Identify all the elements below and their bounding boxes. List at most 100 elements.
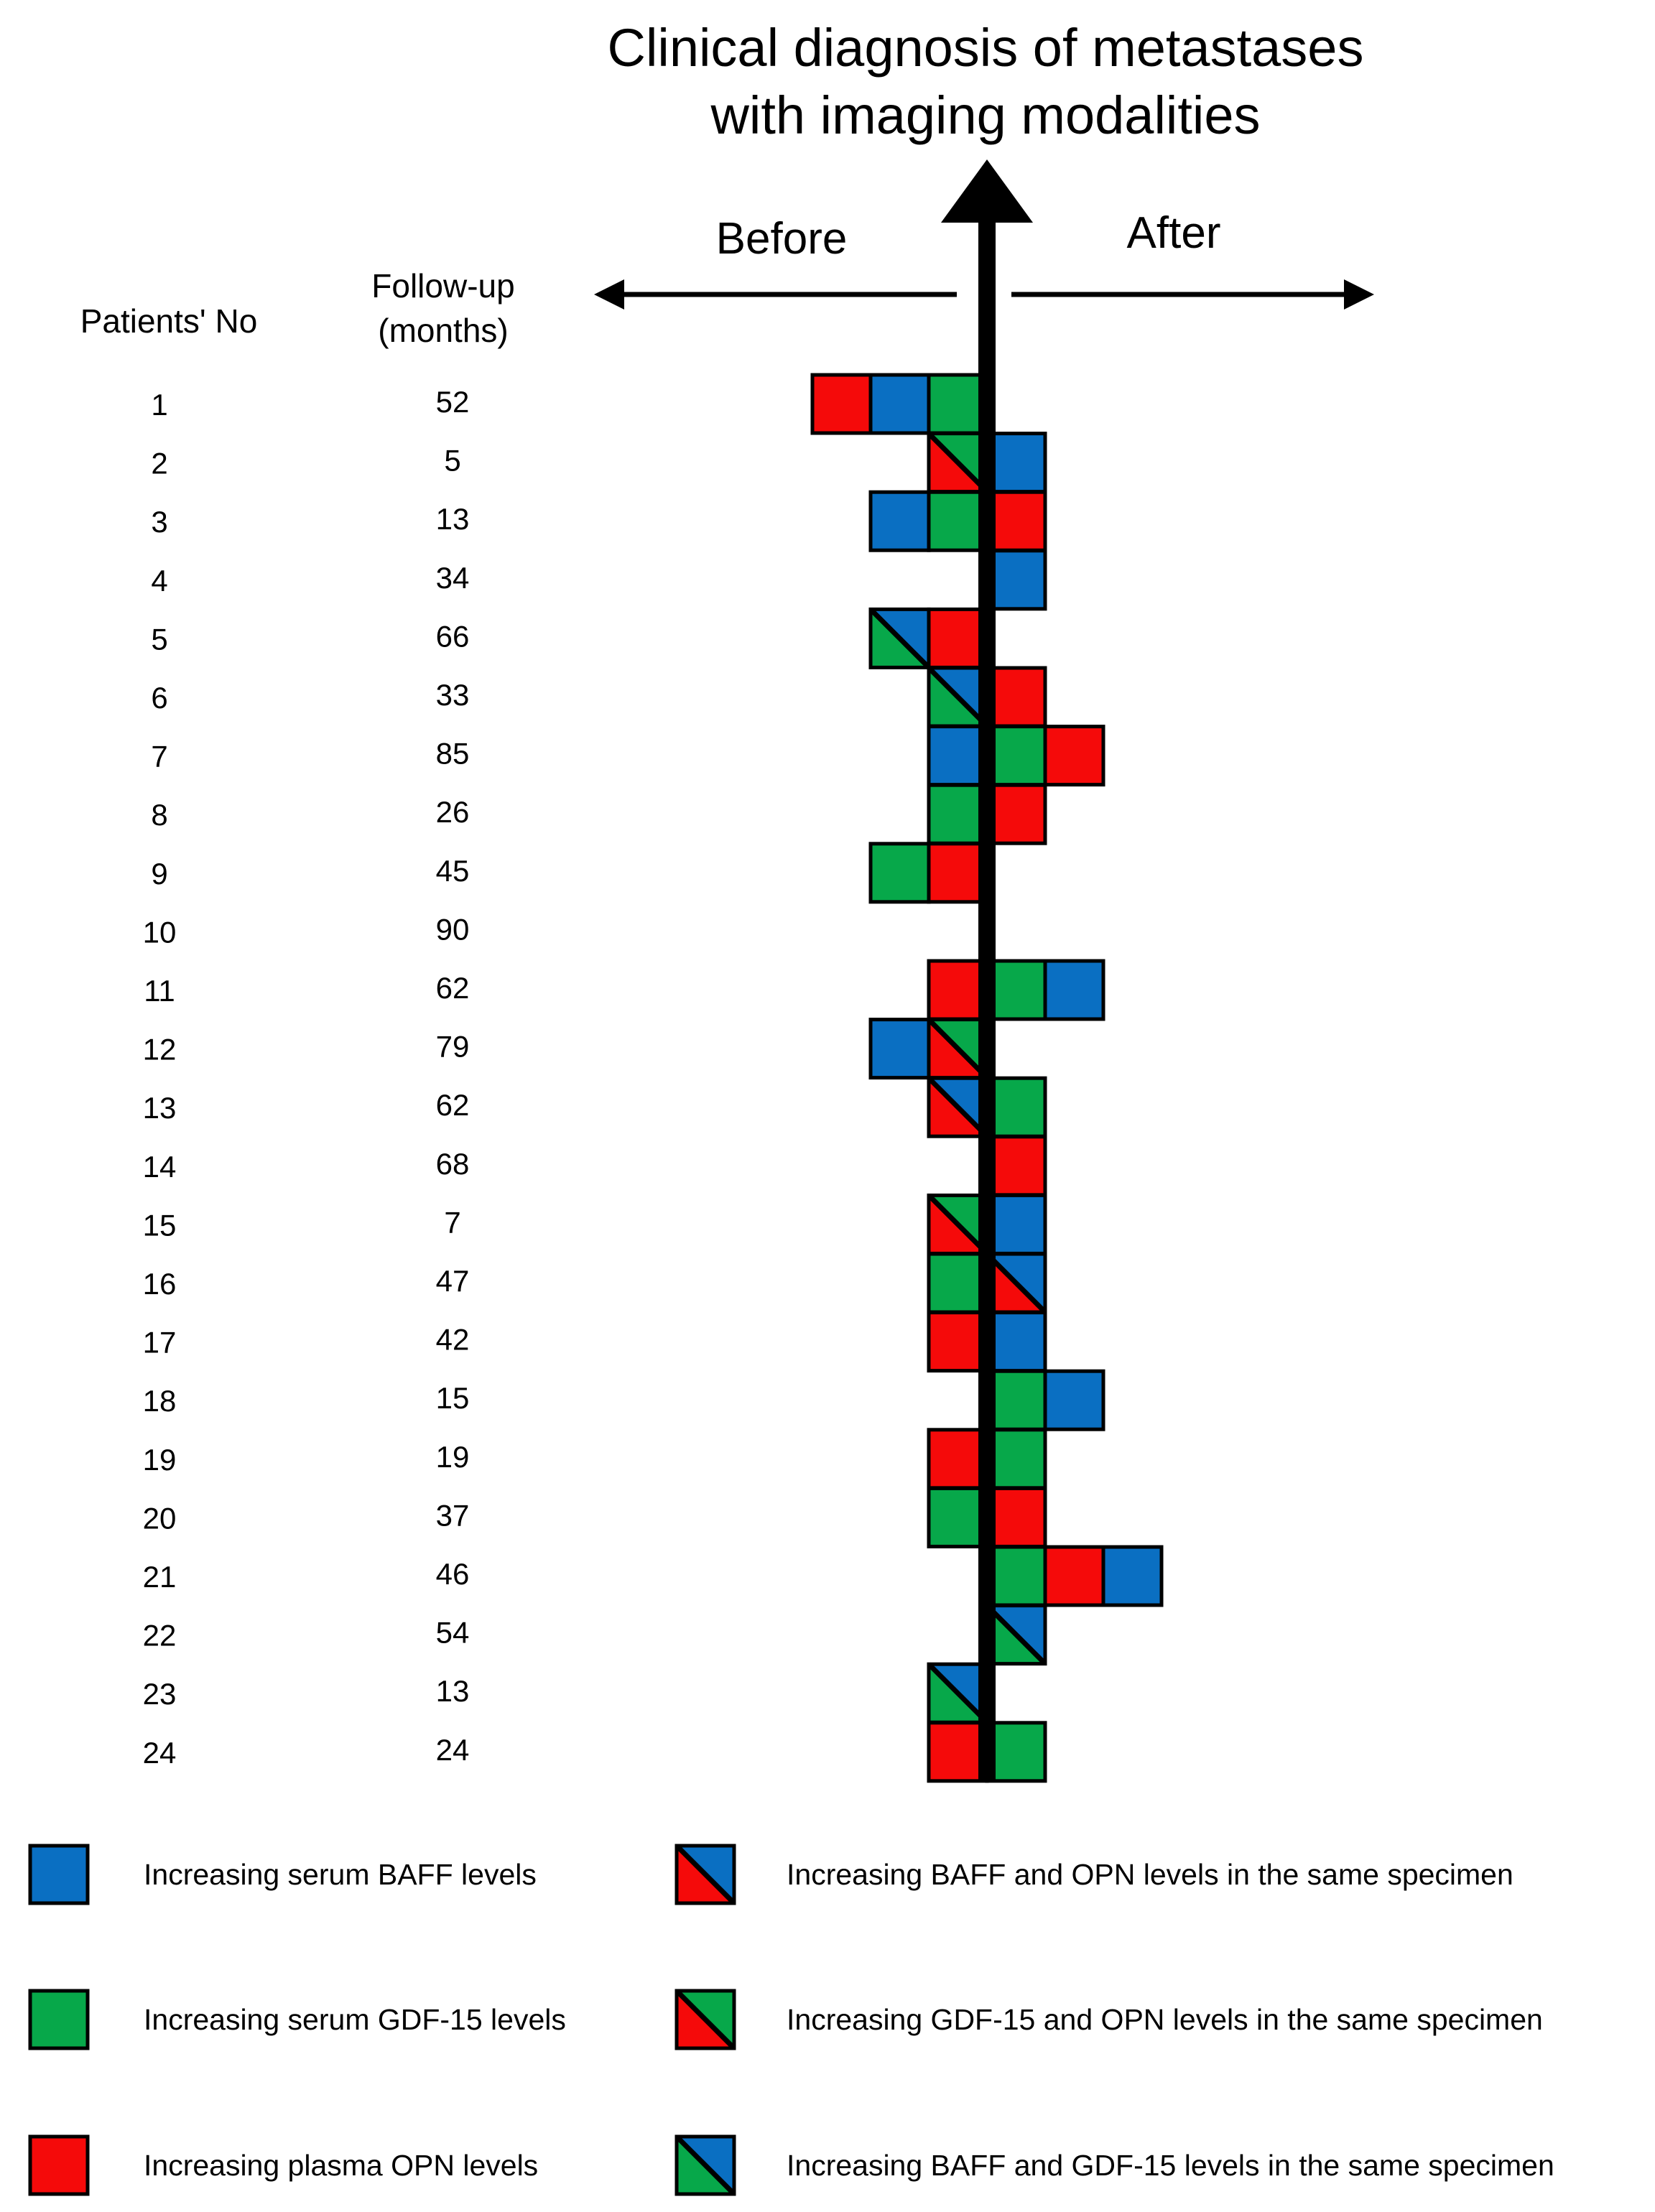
patient-1-markers xyxy=(810,373,989,435)
followup-months: 5 xyxy=(444,444,460,478)
before-marker-gdf15 xyxy=(927,373,989,435)
before-marker-baff-gdf15 xyxy=(927,1662,989,1724)
legend-item: Increasing serum BAFF levels xyxy=(28,1844,537,1905)
patient-number: 11 xyxy=(144,974,175,1008)
legend-label: Increasing serum GDF-15 levels xyxy=(144,2003,566,2036)
before-marker-gdf15-opn xyxy=(927,1193,989,1255)
after-marker-gdf15-fill xyxy=(985,725,1047,787)
legend-swatch-baff-opn xyxy=(674,1844,736,1905)
before-marker-baff xyxy=(868,1018,931,1080)
patient-11-markers xyxy=(927,959,1105,1021)
legend-label: Increasing BAFF and OPN levels in the sa… xyxy=(787,1858,1513,1891)
patient-number: 8 xyxy=(151,798,167,832)
patient-row: 23 13 xyxy=(143,1674,470,1711)
before-marker-baff-gdf15-diagonal xyxy=(927,1662,989,1724)
before-marker-opn-fill xyxy=(927,1721,989,1783)
patient-22-markers xyxy=(985,1604,1047,1666)
before-marker-gdf15 xyxy=(868,842,931,904)
before-marker-baff-fill xyxy=(927,725,989,787)
before-marker-opn-fill xyxy=(927,607,989,669)
before-marker-opn-fill xyxy=(927,1311,989,1373)
diagnosis-axis-arrowhead xyxy=(941,159,1033,223)
patient-row: 5 66 xyxy=(151,619,469,656)
after-marker-opn xyxy=(985,1135,1047,1197)
patient-24-markers xyxy=(927,1721,1047,1783)
legend: Increasing serum BAFF levels Increasing s… xyxy=(28,1844,1554,2196)
marker-cells xyxy=(810,373,1164,1783)
after-marker-baff xyxy=(985,1311,1047,1373)
after-marker-gdf15-fill xyxy=(985,1369,1047,1431)
after-marker-opn-fill xyxy=(985,783,1047,845)
followup-months: 66 xyxy=(436,619,470,653)
after-marker-opn xyxy=(1043,725,1105,787)
patient-5-markers xyxy=(868,607,989,669)
title-line-1: Clinical diagnosis of metastases xyxy=(608,18,1364,78)
followup-months: 33 xyxy=(436,678,470,712)
before-marker-opn xyxy=(927,842,989,904)
diagnosis-axis-line xyxy=(978,215,996,1781)
followup-months: 47 xyxy=(436,1264,470,1298)
before-marker-gdf15-opn xyxy=(927,432,989,494)
title: Clinical diagnosis of metastases with im… xyxy=(608,18,1364,145)
before-marker-baff-gdf15 xyxy=(927,666,989,728)
legend-swatch-gdf15-opn-border xyxy=(674,1989,736,2050)
after-marker-opn-fill xyxy=(985,1135,1047,1197)
followup-months: 13 xyxy=(436,502,470,536)
followup-months: 13 xyxy=(436,1674,470,1708)
after-marker-baff-fill xyxy=(985,549,1047,611)
patient-row: 6 33 xyxy=(151,678,469,715)
after-marker-baff-gdf15 xyxy=(985,1604,1047,1666)
patient-row: 22 54 xyxy=(143,1616,470,1653)
before-marker-opn-fill xyxy=(927,1428,989,1490)
before-marker-baff-fill xyxy=(868,490,931,552)
followup-header-line-2: (months) xyxy=(378,312,508,349)
patient-row: 14 68 xyxy=(143,1147,470,1184)
before-marker-gdf15-fill xyxy=(927,490,989,552)
followup-months: 62 xyxy=(436,1088,470,1122)
before-marker-gdf15-opn-diagonal xyxy=(927,1193,989,1255)
before-marker-baff-fill xyxy=(868,1018,931,1080)
after-marker-baff xyxy=(1101,1545,1164,1607)
before-marker-gdf15-fill xyxy=(868,842,931,904)
before-marker-opn xyxy=(927,1428,989,1490)
before-marker-opn xyxy=(810,373,873,435)
after-marker-opn-fill xyxy=(1043,1545,1105,1607)
before-marker-opn xyxy=(927,959,989,1021)
legend-swatch-gdf15-opn xyxy=(674,1989,736,2050)
patient-row: 15 7 xyxy=(143,1205,461,1242)
patient-number: 22 xyxy=(143,1619,177,1653)
patient-14-markers xyxy=(985,1135,1047,1197)
before-marker-opn xyxy=(927,607,989,669)
before-marker-gdf15-fill xyxy=(927,373,989,435)
after-marker-gdf15 xyxy=(985,1721,1047,1783)
followup-months: 79 xyxy=(436,1030,470,1064)
patient-row: 11 62 xyxy=(144,971,469,1008)
after-marker-opn xyxy=(985,783,1047,845)
followup-months: 54 xyxy=(436,1616,470,1650)
patient-number: 3 xyxy=(151,505,167,539)
legend-item: Increasing BAFF and GDF-15 levels in the… xyxy=(674,2134,1554,2196)
before-label: Before xyxy=(716,214,848,264)
patient-number: 14 xyxy=(143,1150,177,1184)
legend-swatch-baff-opn-border xyxy=(674,1844,736,1905)
legend-swatch-baff-gdf15 xyxy=(674,2134,736,2196)
legend-label: Increasing GDF-15 and OPN levels in the … xyxy=(787,2003,1543,2036)
legend-swatch-baff-gdf15-diagonal xyxy=(674,2134,736,2196)
followup-months: 19 xyxy=(436,1440,470,1474)
followup-months: 52 xyxy=(436,385,470,419)
patient-row: 20 37 xyxy=(143,1498,470,1535)
patient-number: 4 xyxy=(151,564,167,598)
after-label: After xyxy=(1127,208,1221,258)
patient-number: 19 xyxy=(143,1443,177,1477)
patient-row: 18 15 xyxy=(143,1381,470,1418)
after-marker-gdf15-fill xyxy=(985,959,1047,1021)
after-marker-baff-opn-diagonal xyxy=(985,1252,1047,1314)
before-marker-gdf15-opn-diagonal xyxy=(927,432,989,494)
before-marker-gdf15-fill xyxy=(927,1252,989,1314)
patient-row: 3 13 xyxy=(151,502,469,539)
patient-row: 17 42 xyxy=(143,1323,470,1360)
followup-months: 26 xyxy=(436,795,470,829)
followup-months: 90 xyxy=(436,912,470,946)
patient-row: 7 85 xyxy=(151,737,469,773)
